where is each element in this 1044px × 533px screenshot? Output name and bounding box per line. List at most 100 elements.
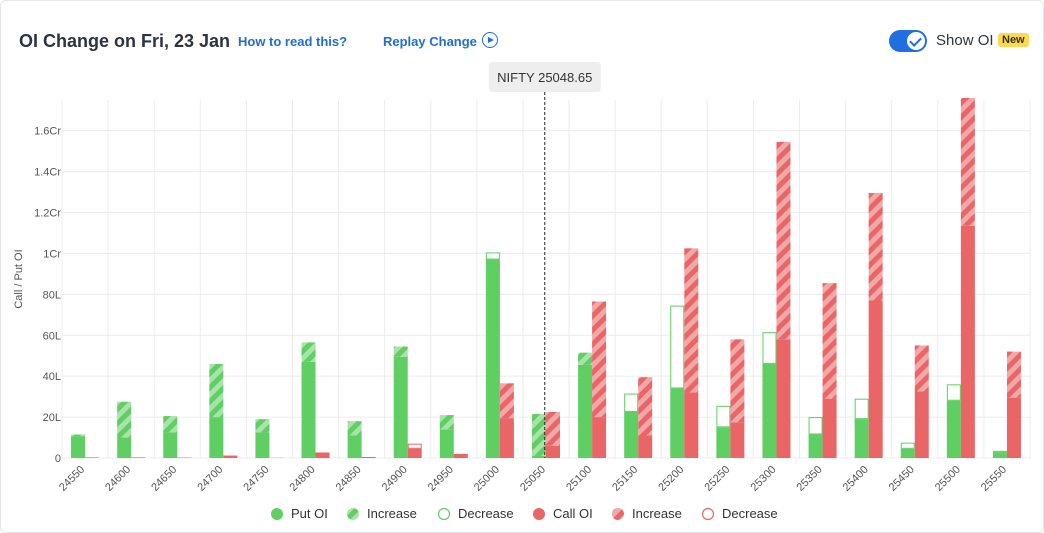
legend-label: Put OI xyxy=(291,506,328,521)
call-oi-increase-segment xyxy=(914,345,929,392)
call-oi-increase-segment xyxy=(638,377,653,436)
put-oi-increase-segment xyxy=(347,421,362,436)
put-oi-increase-segment xyxy=(255,419,270,433)
put-oi-increase-segment xyxy=(532,414,546,456)
x-tick-label: 25150 xyxy=(610,464,640,494)
call-oi-bar xyxy=(223,455,238,458)
y-tick-label: 0 xyxy=(55,453,61,465)
call-oi-bar xyxy=(822,398,837,458)
call-oi-bar xyxy=(499,418,514,458)
call-oi-bar xyxy=(85,457,100,458)
put-oi-decrease-segment xyxy=(485,252,500,260)
put-oi-bar xyxy=(716,427,731,458)
call-oi-increase-segment xyxy=(684,248,699,393)
put-oi-bar xyxy=(854,419,869,458)
call-oi-bar xyxy=(638,435,653,458)
put-oi-bar xyxy=(347,435,362,458)
call-oi-bar xyxy=(914,391,929,458)
show-oi-label: Show OI xyxy=(936,32,994,49)
put-oi-bar xyxy=(117,437,132,458)
x-tick-label: 25300 xyxy=(748,464,778,494)
put-oi-bar xyxy=(301,361,316,458)
spot-layer: NIFTY 25048.65 xyxy=(488,62,601,458)
spot-price-label: NIFTY 25048.65 xyxy=(497,70,592,85)
legend-label: Call OI xyxy=(553,506,593,521)
x-tick-label: 25200 xyxy=(656,464,686,494)
play-circle-icon[interactable] xyxy=(482,32,498,48)
put-oi-decrease-segment xyxy=(900,442,915,449)
x-tick-label: 25450 xyxy=(887,464,917,494)
call-oi-bar xyxy=(776,339,791,458)
x-tick-label: 24650 xyxy=(149,464,179,494)
legend-label: Decrease xyxy=(722,506,778,521)
legend-swatch xyxy=(533,508,545,520)
put-oi-increase-segment xyxy=(439,415,454,430)
y-tick-label: 60L xyxy=(43,330,61,342)
call-oi-bar xyxy=(546,445,560,458)
x-tick-label: 24950 xyxy=(426,464,456,494)
put-oi-increase-segment xyxy=(301,342,316,362)
put-oi-increase-segment xyxy=(209,363,224,418)
put-oi-bar xyxy=(670,388,685,458)
call-oi-bar xyxy=(1006,397,1021,458)
put-oi-bar xyxy=(578,364,593,458)
call-oi-increase-segment xyxy=(1006,351,1021,398)
put-oi-bar xyxy=(71,436,86,458)
legend-layer: Put OI Increase Decrease Call OI Increase Dec… xyxy=(271,506,778,521)
call-oi-increase-segment xyxy=(960,97,975,226)
replay-change-link[interactable]: Replay Change xyxy=(383,34,477,49)
x-tick-label: 24850 xyxy=(334,464,364,494)
call-oi-bar xyxy=(131,457,146,458)
call-oi-decrease-segment xyxy=(407,443,422,449)
put-oi-decrease-segment xyxy=(762,332,777,364)
y-tick-label: 1Cr xyxy=(43,248,61,260)
put-oi-decrease-segment xyxy=(808,417,823,435)
spot-price-box xyxy=(488,62,601,92)
put-oi-decrease-segment xyxy=(946,384,961,401)
x-tick-label: 24600 xyxy=(103,464,133,494)
put-oi-bar xyxy=(393,356,408,458)
put-oi-bar xyxy=(439,429,454,458)
x-tick-label: 24750 xyxy=(241,464,271,494)
call-oi-bar xyxy=(730,422,745,458)
call-oi-increase-segment xyxy=(546,411,560,446)
put-oi-increase-segment xyxy=(578,352,593,365)
put-oi-bar xyxy=(992,452,1007,458)
call-oi-bar xyxy=(960,225,975,458)
page-title: OI Change on Fri, 23 Jan xyxy=(19,31,231,51)
x-tick-label: 25250 xyxy=(702,464,732,494)
x-tick-label: 24900 xyxy=(380,464,410,494)
x-tick-label: 25400 xyxy=(841,464,871,494)
call-oi-increase-segment xyxy=(822,283,837,399)
how-to-read-link[interactable]: How to read this? xyxy=(238,34,348,49)
y-tick-label: 20L xyxy=(43,412,61,424)
call-oi-bar xyxy=(361,456,376,458)
call-oi-increase-segment xyxy=(868,193,883,301)
x-tick-label: 25050 xyxy=(518,464,548,494)
call-oi-bar xyxy=(592,417,607,458)
grid-layer xyxy=(61,100,1031,459)
x-tick-label: 24700 xyxy=(195,464,225,494)
legend-swatch xyxy=(437,507,451,521)
y-tick-label: 80L xyxy=(43,289,61,301)
put-oi-decrease-segment xyxy=(854,398,869,420)
x-tick-label: 25350 xyxy=(795,464,825,494)
put-oi-bar xyxy=(808,434,823,458)
y-tick-label: 1.2Cr xyxy=(34,208,61,220)
put-oi-bar xyxy=(624,411,639,458)
put-oi-bar xyxy=(762,363,777,458)
put-oi-bar xyxy=(485,259,500,458)
put-oi-bar xyxy=(900,448,915,458)
legend-swatch xyxy=(271,508,283,520)
y-tick-label: 1.6Cr xyxy=(34,126,61,138)
x-tick-label: 25100 xyxy=(564,464,594,494)
x-tick-label: 25000 xyxy=(472,464,502,494)
y-tick-label: 40L xyxy=(43,371,61,383)
call-oi-bar xyxy=(868,300,883,458)
call-oi-increase-segment xyxy=(776,141,791,340)
show-oi-toggle[interactable] xyxy=(889,30,927,52)
put-oi-bar xyxy=(209,417,224,458)
bar-layer xyxy=(71,97,1021,458)
put-oi-increase-segment xyxy=(71,434,86,437)
